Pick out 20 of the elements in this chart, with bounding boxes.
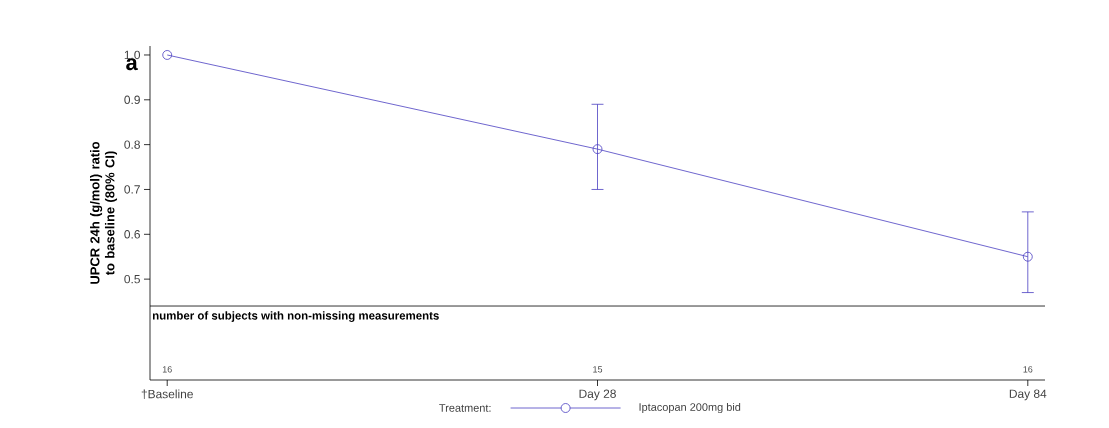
y-tick-label: 0.9 (124, 95, 140, 105)
annotation: 16 (162, 366, 172, 373)
y-axis-title: UPCR 24h (g/mol) ratio to baseline (80% CI) (90, 141, 118, 284)
x-tick-label: Day 28 (579, 389, 616, 401)
chart-title: a (126, 58, 138, 71)
x-tick-label: †Baseline (141, 389, 193, 399)
x-tick-label: Day 84 (1009, 389, 1047, 401)
y-tick-label: 0.8 (124, 140, 140, 149)
point (1022, 251, 1033, 262)
point (592, 144, 603, 154)
y-tick-label: 0.5 (124, 274, 140, 284)
annotation: 15 (593, 366, 603, 373)
y-tick-label: 1.0 (124, 50, 141, 60)
text: Iptacopan 200mg bid (639, 402, 741, 414)
legend-title: Treatment: (439, 404, 491, 412)
annotation: 16 (1023, 366, 1033, 373)
y-tick-label: 0.7 (124, 185, 140, 194)
point (162, 50, 173, 60)
y-tick-label: 0.6 (124, 230, 140, 239)
annotation: number of subjects with non-missing measurements (152, 311, 439, 322)
